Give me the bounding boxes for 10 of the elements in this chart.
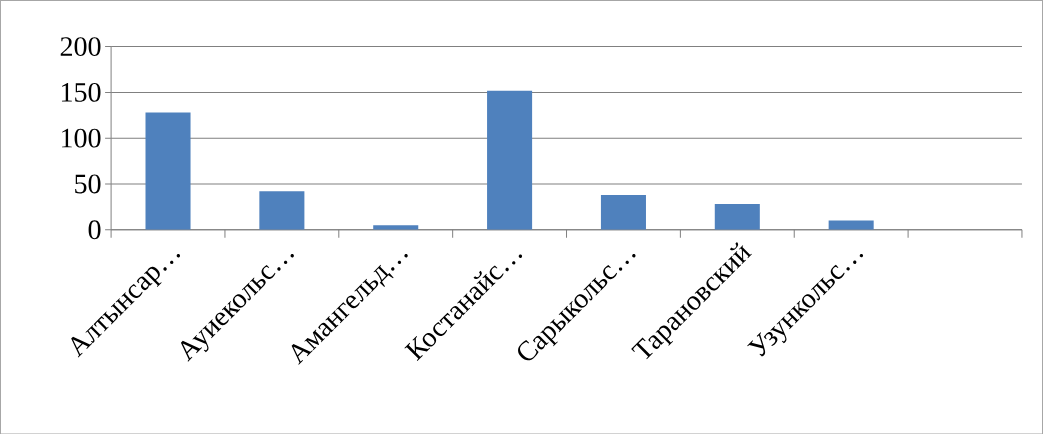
bar <box>259 191 305 230</box>
y-tick-label: 100 <box>61 128 101 148</box>
y-tick-label: 0 <box>88 220 101 239</box>
bar <box>145 112 191 230</box>
bar <box>600 194 646 230</box>
y-tick-label: 50 <box>75 174 101 194</box>
y-tick-label: 200 <box>60 36 101 56</box>
bar <box>487 90 533 230</box>
y-tick-label: 150 <box>61 82 101 102</box>
bar <box>714 203 760 230</box>
